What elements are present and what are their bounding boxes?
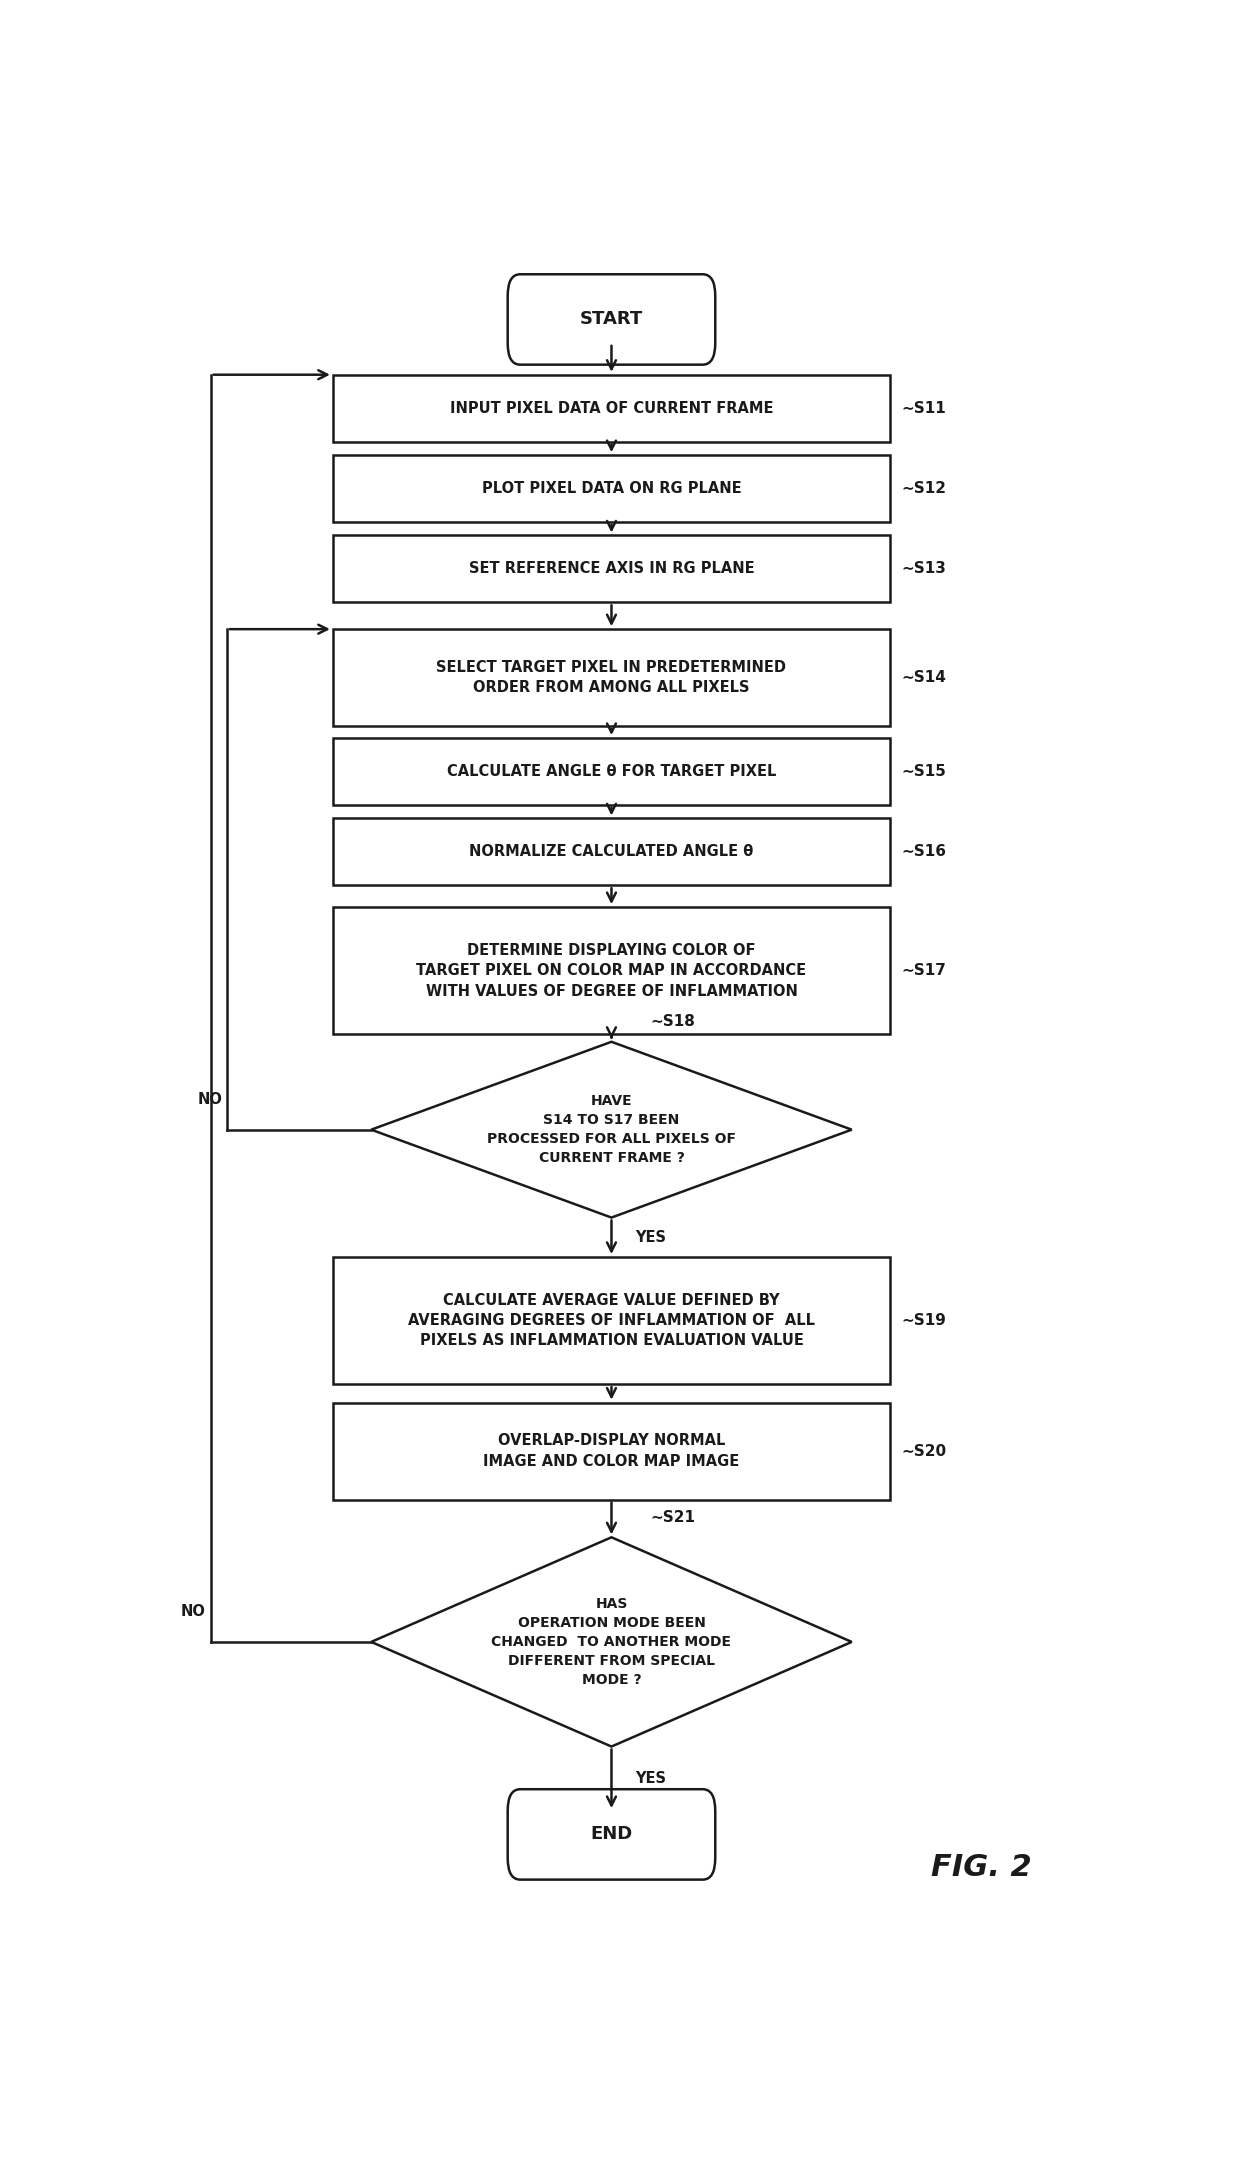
- Polygon shape: [371, 1537, 852, 1746]
- Text: ∼S15: ∼S15: [901, 763, 946, 778]
- Text: NO: NO: [181, 1604, 206, 1620]
- Text: NO: NO: [197, 1091, 222, 1107]
- Text: YES: YES: [635, 1772, 667, 1787]
- FancyBboxPatch shape: [332, 454, 890, 522]
- Text: SET REFERENCE AXIS IN RG PLANE: SET REFERENCE AXIS IN RG PLANE: [469, 561, 754, 576]
- FancyBboxPatch shape: [332, 817, 890, 885]
- Text: ∼S20: ∼S20: [901, 1444, 947, 1459]
- Text: ∼S19: ∼S19: [901, 1313, 946, 1328]
- Text: ∼S17: ∼S17: [901, 963, 946, 978]
- Text: YES: YES: [635, 1230, 667, 1246]
- Text: HAS
OPERATION MODE BEEN
CHANGED  TO ANOTHER MODE
DIFFERENT FROM SPECIAL
MODE ?: HAS OPERATION MODE BEEN CHANGED TO ANOTH…: [491, 1598, 732, 1687]
- Text: SELECT TARGET PIXEL IN PREDETERMINED
ORDER FROM AMONG ALL PIXELS: SELECT TARGET PIXEL IN PREDETERMINED ORD…: [436, 661, 786, 696]
- FancyBboxPatch shape: [332, 535, 890, 602]
- FancyBboxPatch shape: [332, 628, 890, 726]
- FancyBboxPatch shape: [332, 907, 890, 1035]
- FancyBboxPatch shape: [332, 737, 890, 804]
- Text: CALCULATE AVERAGE VALUE DEFINED BY
AVERAGING DEGREES OF INFLAMMATION OF  ALL
PIX: CALCULATE AVERAGE VALUE DEFINED BY AVERA…: [408, 1294, 815, 1348]
- Text: INPUT PIXEL DATA OF CURRENT FRAME: INPUT PIXEL DATA OF CURRENT FRAME: [450, 400, 774, 415]
- Text: ∼S12: ∼S12: [901, 480, 946, 496]
- Text: ∼S14: ∼S14: [901, 670, 946, 685]
- Text: OVERLAP-DISPLAY NORMAL
IMAGE AND COLOR MAP IMAGE: OVERLAP-DISPLAY NORMAL IMAGE AND COLOR M…: [484, 1433, 739, 1470]
- Text: FIG. 2: FIG. 2: [931, 1854, 1032, 1883]
- FancyBboxPatch shape: [507, 274, 715, 365]
- Polygon shape: [371, 1041, 852, 1217]
- FancyBboxPatch shape: [332, 374, 890, 441]
- Text: ∼S11: ∼S11: [901, 400, 946, 415]
- Text: ∼S21: ∼S21: [650, 1509, 694, 1524]
- FancyBboxPatch shape: [332, 1257, 890, 1385]
- Text: DETERMINE DISPLAYING COLOR OF
TARGET PIXEL ON COLOR MAP IN ACCORDANCE
WITH VALUE: DETERMINE DISPLAYING COLOR OF TARGET PIX…: [417, 944, 806, 998]
- Text: ∼S13: ∼S13: [901, 561, 946, 576]
- Text: START: START: [580, 311, 644, 328]
- FancyBboxPatch shape: [507, 1789, 715, 1881]
- Text: HAVE
S14 TO S17 BEEN
PROCESSED FOR ALL PIXELS OF
CURRENT FRAME ?: HAVE S14 TO S17 BEEN PROCESSED FOR ALL P…: [487, 1094, 737, 1165]
- Text: END: END: [590, 1826, 632, 1844]
- FancyBboxPatch shape: [332, 1402, 890, 1500]
- Text: CALCULATE ANGLE θ FOR TARGET PIXEL: CALCULATE ANGLE θ FOR TARGET PIXEL: [446, 763, 776, 778]
- Text: ∼S16: ∼S16: [901, 844, 946, 859]
- Text: NORMALIZE CALCULATED ANGLE θ: NORMALIZE CALCULATED ANGLE θ: [470, 844, 754, 859]
- Text: ∼S18: ∼S18: [650, 1015, 694, 1028]
- Text: PLOT PIXEL DATA ON RG PLANE: PLOT PIXEL DATA ON RG PLANE: [481, 480, 742, 496]
